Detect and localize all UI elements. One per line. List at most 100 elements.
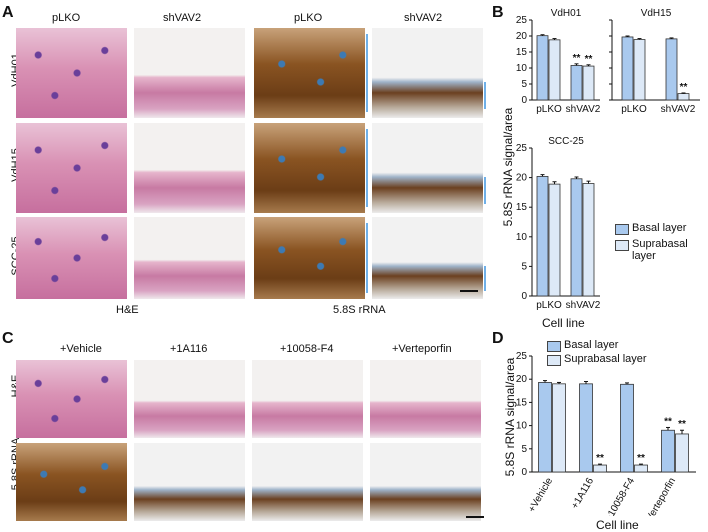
micrograph-a-r3-c1 bbox=[16, 217, 127, 299]
y-tick-label: 5 bbox=[521, 261, 527, 272]
col-label-shvav2-he: shVAV2 bbox=[163, 12, 202, 24]
significance-mark: ** bbox=[573, 53, 581, 64]
micrograph-a-r1-c2 bbox=[134, 28, 245, 118]
chart-panel-d: 0 5 10 15 20 25 +Vehicle ** +1A116 ** +10058-F4 ** *… bbox=[516, 351, 696, 516]
micrograph-c-r1-c4 bbox=[370, 360, 481, 438]
y-tick-label: 10 bbox=[516, 63, 528, 74]
col-label-shvav2-rna: shVAV2 bbox=[404, 12, 443, 24]
legend-d-basal-label: Basal layer bbox=[564, 339, 619, 351]
y-tick-label: 10 bbox=[516, 421, 528, 432]
x-tick-label: pLKO bbox=[536, 104, 562, 115]
bar-basal bbox=[536, 176, 549, 297]
bar-basal bbox=[570, 65, 583, 101]
x-tick-label: pLKO bbox=[536, 300, 562, 311]
panel-letter-d: D bbox=[492, 330, 504, 347]
significance-mark: ** bbox=[585, 54, 593, 65]
bar-suprabasal bbox=[675, 433, 689, 473]
bar-suprabasal bbox=[582, 65, 595, 101]
y-tick-label: 5 bbox=[521, 444, 527, 455]
micrograph-a-r2-c1 bbox=[16, 123, 127, 213]
micrograph-a-r1-c4 bbox=[372, 28, 483, 118]
bar-basal bbox=[665, 38, 678, 101]
x-tick-label: +Vehicle bbox=[527, 476, 556, 515]
legend-suprabasal-label: Suprabasal layer bbox=[632, 238, 688, 262]
bar-suprabasal bbox=[593, 464, 607, 473]
bar-basal bbox=[661, 429, 675, 473]
bar-suprabasal bbox=[548, 183, 561, 297]
micrograph-a-r2-c2 bbox=[134, 123, 245, 213]
layer-bracket-a-r2-c4 bbox=[484, 177, 486, 204]
y-tick-label: 5 bbox=[521, 79, 527, 90]
bar-suprabasal bbox=[634, 464, 648, 473]
y-tick-label: 20 bbox=[516, 374, 528, 385]
y-tick-label: 0 bbox=[521, 291, 527, 302]
bar-suprabasal bbox=[552, 383, 566, 473]
stain-label-rna: 5.8S rRNA bbox=[333, 304, 386, 316]
micrograph-a-r3-c3 bbox=[254, 217, 365, 299]
col-label-verteporfin: +Verteporfin bbox=[392, 343, 452, 355]
chart-scc25: SCC-25 0 5 10 15 20 25 pLKO shVAV2 bbox=[516, 136, 601, 311]
panel-b-xlabel: Cell line bbox=[542, 316, 585, 330]
micrograph-a-r1-c3 bbox=[254, 28, 365, 118]
bar-suprabasal bbox=[677, 93, 690, 101]
bar-suprabasal bbox=[582, 183, 595, 297]
y-tick-label: 0 bbox=[521, 95, 527, 106]
col-label-10058f4: +10058-F4 bbox=[280, 343, 334, 355]
x-tick-label: shVAV2 bbox=[566, 104, 601, 115]
micrograph-a-r2-c3 bbox=[254, 123, 365, 213]
micrograph-a-r3-c2 bbox=[134, 217, 245, 299]
chart-title: SCC-25 bbox=[548, 136, 584, 147]
col-label-vehicle: +Vehicle bbox=[60, 343, 102, 355]
y-tick-label: 0 bbox=[521, 467, 527, 478]
x-tick-label: shVAV2 bbox=[566, 300, 601, 311]
bar-basal bbox=[538, 382, 552, 473]
significance-mark: ** bbox=[680, 82, 688, 93]
x-tick-label: shVAV2 bbox=[661, 104, 696, 115]
panel-letter-a: A bbox=[2, 4, 14, 21]
bar-suprabasal bbox=[633, 39, 646, 101]
significance-mark: ** bbox=[664, 416, 672, 427]
scale-bar-c bbox=[466, 516, 484, 518]
y-tick-label: 15 bbox=[516, 397, 528, 408]
micrograph-a-r3-c4 bbox=[372, 217, 483, 299]
bar-basal bbox=[536, 35, 549, 101]
col-label-plko-he: pLKO bbox=[52, 12, 81, 24]
micrograph-c-r2-c2 bbox=[134, 443, 245, 521]
y-tick-label: 25 bbox=[516, 15, 528, 26]
chart-title: VdH15 bbox=[641, 8, 672, 19]
legend-d-suprabasal-swatch bbox=[547, 355, 561, 366]
chart-vdh01: VdH01 0 5 10 15 20 25 pLKO ** ** shVAV2 bbox=[516, 8, 601, 115]
layer-bracket-a-r2-c3 bbox=[366, 129, 368, 207]
bar-basal bbox=[570, 178, 583, 297]
layer-bracket-a-r1-c4 bbox=[484, 82, 486, 109]
col-label-1a116: +1A116 bbox=[170, 343, 208, 355]
y-tick-label: 10 bbox=[516, 232, 528, 243]
layer-bracket-a-r3-c3 bbox=[366, 223, 368, 293]
micrograph-a-r2-c4 bbox=[372, 123, 483, 213]
significance-mark: ** bbox=[596, 453, 604, 464]
micrograph-c-r1-c3 bbox=[252, 360, 363, 438]
panel-d-xlabel: Cell line bbox=[596, 518, 639, 532]
y-tick-label: 25 bbox=[516, 351, 528, 362]
y-tick-label: 15 bbox=[516, 202, 528, 213]
bar-basal bbox=[620, 383, 634, 473]
legend-basal-swatch bbox=[615, 224, 629, 235]
panel-letter-b: B bbox=[492, 4, 504, 21]
x-tick-label: +1A116 bbox=[570, 476, 597, 511]
col-label-plko-rna: pLKO bbox=[294, 12, 323, 24]
micrograph-c-r2-c3 bbox=[252, 443, 363, 521]
y-tick-label: 20 bbox=[516, 173, 528, 184]
x-tick-label: +Verteporfin bbox=[641, 476, 678, 516]
chart-title: VdH01 bbox=[551, 8, 582, 19]
stain-label-he: H&E bbox=[116, 304, 139, 316]
layer-bracket-a-r3-c4 bbox=[484, 266, 486, 291]
y-tick-label: 20 bbox=[516, 31, 528, 42]
layer-bracket-a-r1-c3 bbox=[366, 34, 368, 112]
bar-basal bbox=[621, 36, 634, 101]
bar-basal bbox=[579, 383, 593, 473]
panel-d-ylabel: 5.8S rRNA signal/area bbox=[503, 357, 517, 477]
panel-b-ylabel: 5.8S rRNA signal/area bbox=[501, 107, 515, 227]
micrograph-c-r2-c4 bbox=[370, 443, 481, 521]
x-tick-label: pLKO bbox=[621, 104, 647, 115]
legend-suprabasal-swatch bbox=[615, 240, 629, 251]
